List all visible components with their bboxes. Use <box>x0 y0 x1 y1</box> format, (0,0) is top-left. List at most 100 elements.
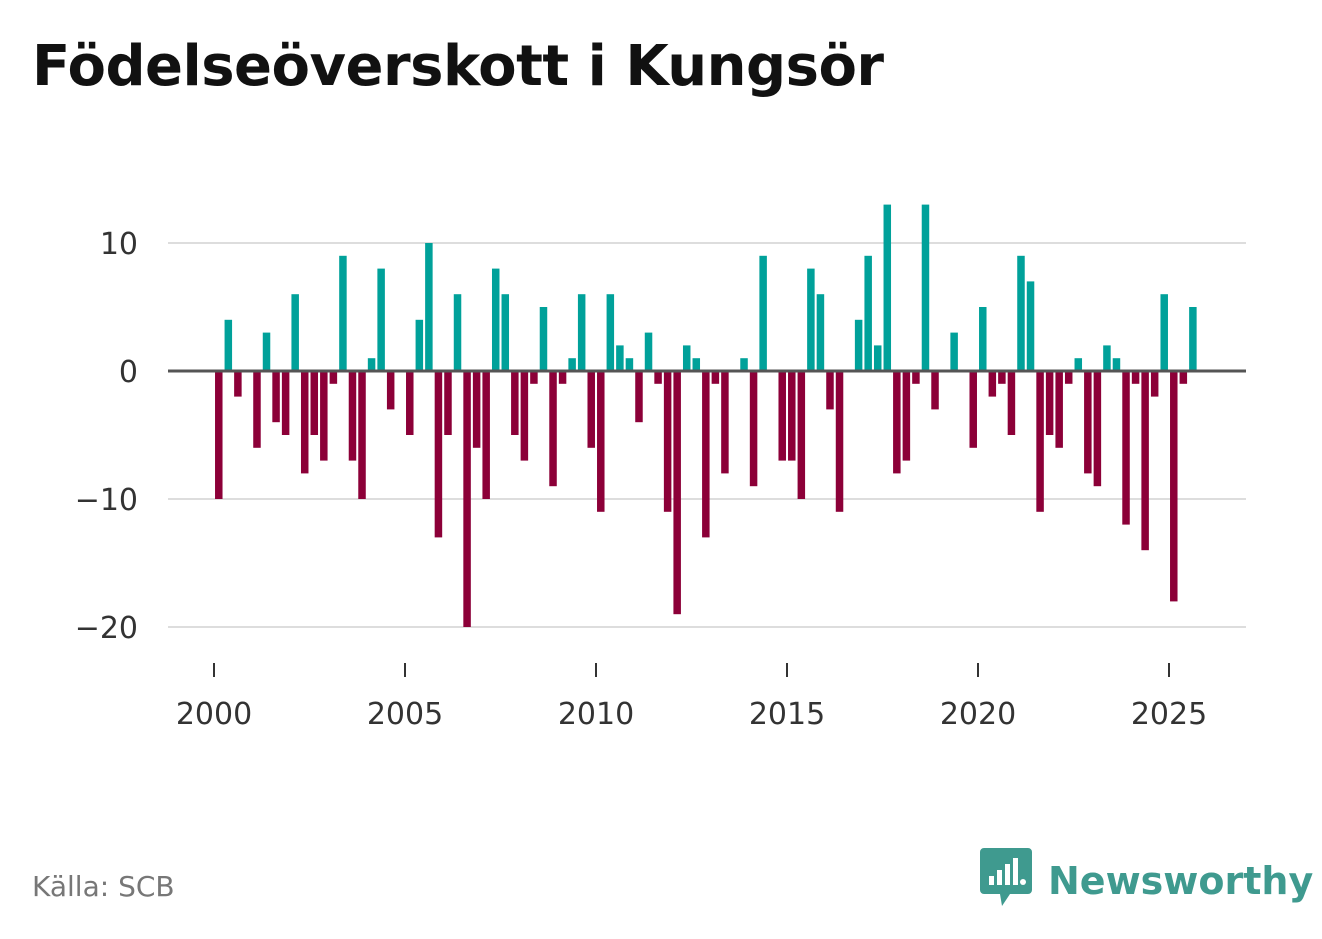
bar <box>1093 371 1102 487</box>
bar <box>778 371 786 461</box>
bar <box>682 345 691 371</box>
bar <box>721 371 729 474</box>
bar <box>873 345 882 371</box>
x-tick-label: 2010 <box>558 697 634 732</box>
bar <box>835 371 844 512</box>
bar <box>635 371 643 423</box>
bar <box>1131 371 1140 384</box>
bar <box>893 371 901 474</box>
bar <box>539 307 548 371</box>
bar <box>979 307 987 371</box>
bar <box>482 371 490 499</box>
bar <box>215 371 223 499</box>
bar <box>367 358 376 371</box>
bar <box>1045 371 1054 435</box>
bar <box>300 371 309 474</box>
bar <box>950 332 958 371</box>
bar <box>577 294 586 371</box>
bar <box>453 294 462 371</box>
x-tick-label: 2020 <box>940 697 1016 732</box>
bar <box>472 371 481 448</box>
y-tick-label: −20 <box>75 611 138 646</box>
bar <box>1055 371 1063 448</box>
bar <box>864 255 872 371</box>
x-tick-label: 2015 <box>749 697 825 732</box>
bar <box>663 371 672 512</box>
bar <box>1074 358 1083 371</box>
bar <box>711 371 720 384</box>
bar <box>1141 371 1149 551</box>
bar <box>434 371 443 538</box>
bar <box>1160 294 1168 371</box>
source-label: Källa: SCB <box>32 870 175 903</box>
bar <box>988 371 997 397</box>
x-tick-label: 2005 <box>367 697 443 732</box>
bar <box>568 358 576 371</box>
bar <box>406 371 414 435</box>
newsworthy-logo-icon <box>980 848 1032 914</box>
x-tick-label: 2025 <box>1131 697 1207 732</box>
bar <box>1179 371 1188 384</box>
bar <box>348 371 357 461</box>
bar <box>1017 255 1025 371</box>
y-tick-label: −10 <box>75 483 138 518</box>
bar <box>1189 307 1197 371</box>
bar <box>912 371 920 384</box>
bar <box>549 371 557 487</box>
bar <box>654 371 662 384</box>
bar <box>463 371 471 627</box>
bar <box>329 371 338 384</box>
bar <box>511 371 519 435</box>
bar <box>386 371 395 410</box>
bar <box>759 255 767 371</box>
bar <box>281 371 290 435</box>
bar <box>673 371 681 615</box>
bar <box>625 358 634 371</box>
bar <box>807 268 815 371</box>
bar <box>969 371 977 448</box>
y-tick-label: 10 <box>100 227 138 262</box>
bar <box>826 371 834 410</box>
bar <box>644 332 653 371</box>
bar <box>702 371 710 538</box>
bar <box>616 345 624 371</box>
bar <box>377 268 385 371</box>
bar <box>224 319 233 371</box>
bar <box>320 371 328 461</box>
axes-layer: 10 0 −10 −20 2000 2005 2010 2015 2020 2025 <box>75 227 1246 732</box>
bar <box>606 294 615 371</box>
bar <box>272 371 280 423</box>
bar <box>358 371 366 499</box>
bar <box>749 371 758 487</box>
bar <box>310 371 319 435</box>
bar <box>1112 358 1121 371</box>
bar <box>1036 371 1044 512</box>
bar <box>1084 371 1092 474</box>
bar <box>425 243 433 371</box>
bar <box>520 371 529 461</box>
bar <box>234 371 242 397</box>
bar <box>444 371 452 435</box>
x-tick-label: 2000 <box>176 697 252 732</box>
bar <box>788 371 796 461</box>
bar <box>883 204 892 371</box>
bar <box>854 319 863 371</box>
bar <box>491 268 500 371</box>
bar <box>291 294 299 371</box>
bar <box>692 358 701 371</box>
y-tick-label: 0 <box>119 355 138 390</box>
bar <box>501 294 510 371</box>
bar <box>530 371 538 384</box>
bar <box>262 332 271 371</box>
bar <box>816 294 825 371</box>
bar <box>597 371 605 512</box>
bars-layer <box>215 204 1197 627</box>
bar <box>1122 371 1130 525</box>
brand-name: Newsworthy <box>1048 859 1314 903</box>
bar <box>921 204 930 371</box>
bar <box>1007 371 1016 435</box>
chart-title: Födelseöverskott i Kungsör <box>32 34 884 99</box>
bar <box>1064 371 1073 384</box>
brand[interactable]: Newsworthy <box>980 848 1313 914</box>
